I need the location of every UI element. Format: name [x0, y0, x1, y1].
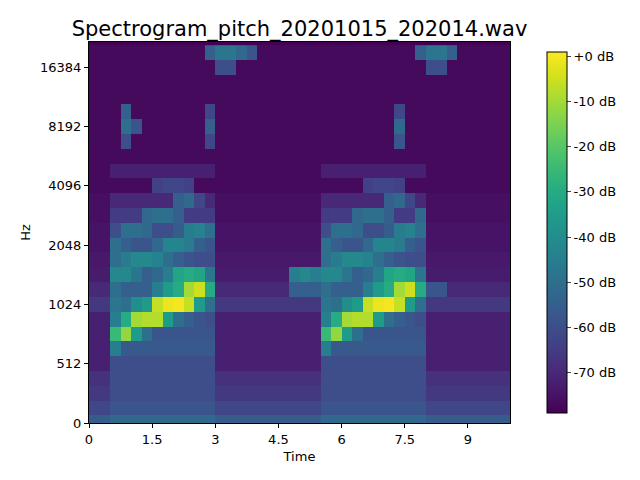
svg-text:0: 0 — [73, 416, 81, 431]
svg-text:3: 3 — [211, 432, 219, 447]
svg-text:-10 dB: -10 dB — [574, 94, 617, 109]
svg-text:512: 512 — [57, 356, 82, 371]
svg-text:-60 dB: -60 dB — [574, 320, 617, 335]
svg-text:8192: 8192 — [48, 119, 81, 134]
svg-text:9: 9 — [464, 432, 472, 447]
svg-text:6: 6 — [337, 432, 345, 447]
svg-text:4096: 4096 — [48, 178, 81, 193]
svg-text:+0 dB: +0 dB — [574, 49, 614, 64]
svg-text:7.5: 7.5 — [394, 432, 415, 447]
svg-text:Hz: Hz — [18, 224, 33, 241]
svg-text:-40 dB: -40 dB — [574, 230, 617, 245]
svg-text:-30 dB: -30 dB — [574, 184, 617, 199]
svg-text:Time: Time — [283, 449, 316, 464]
svg-text:-50 dB: -50 dB — [574, 275, 617, 290]
svg-text:1024: 1024 — [48, 297, 81, 312]
svg-text:16384: 16384 — [40, 60, 81, 75]
svg-text:-70 dB: -70 dB — [574, 365, 617, 380]
svg-text:Spectrogram_pitch_20201015_202: Spectrogram_pitch_20201015_202014.wav — [72, 17, 528, 42]
svg-text:1.5: 1.5 — [142, 432, 163, 447]
svg-text:-20 dB: -20 dB — [574, 139, 617, 154]
svg-text:2048: 2048 — [48, 238, 81, 253]
svg-text:0: 0 — [85, 432, 93, 447]
svg-text:4.5: 4.5 — [268, 432, 289, 447]
